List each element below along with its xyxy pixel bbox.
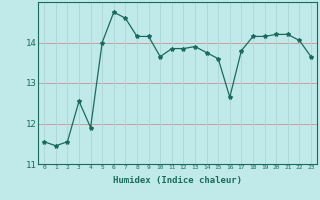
X-axis label: Humidex (Indice chaleur): Humidex (Indice chaleur) xyxy=(113,176,242,185)
